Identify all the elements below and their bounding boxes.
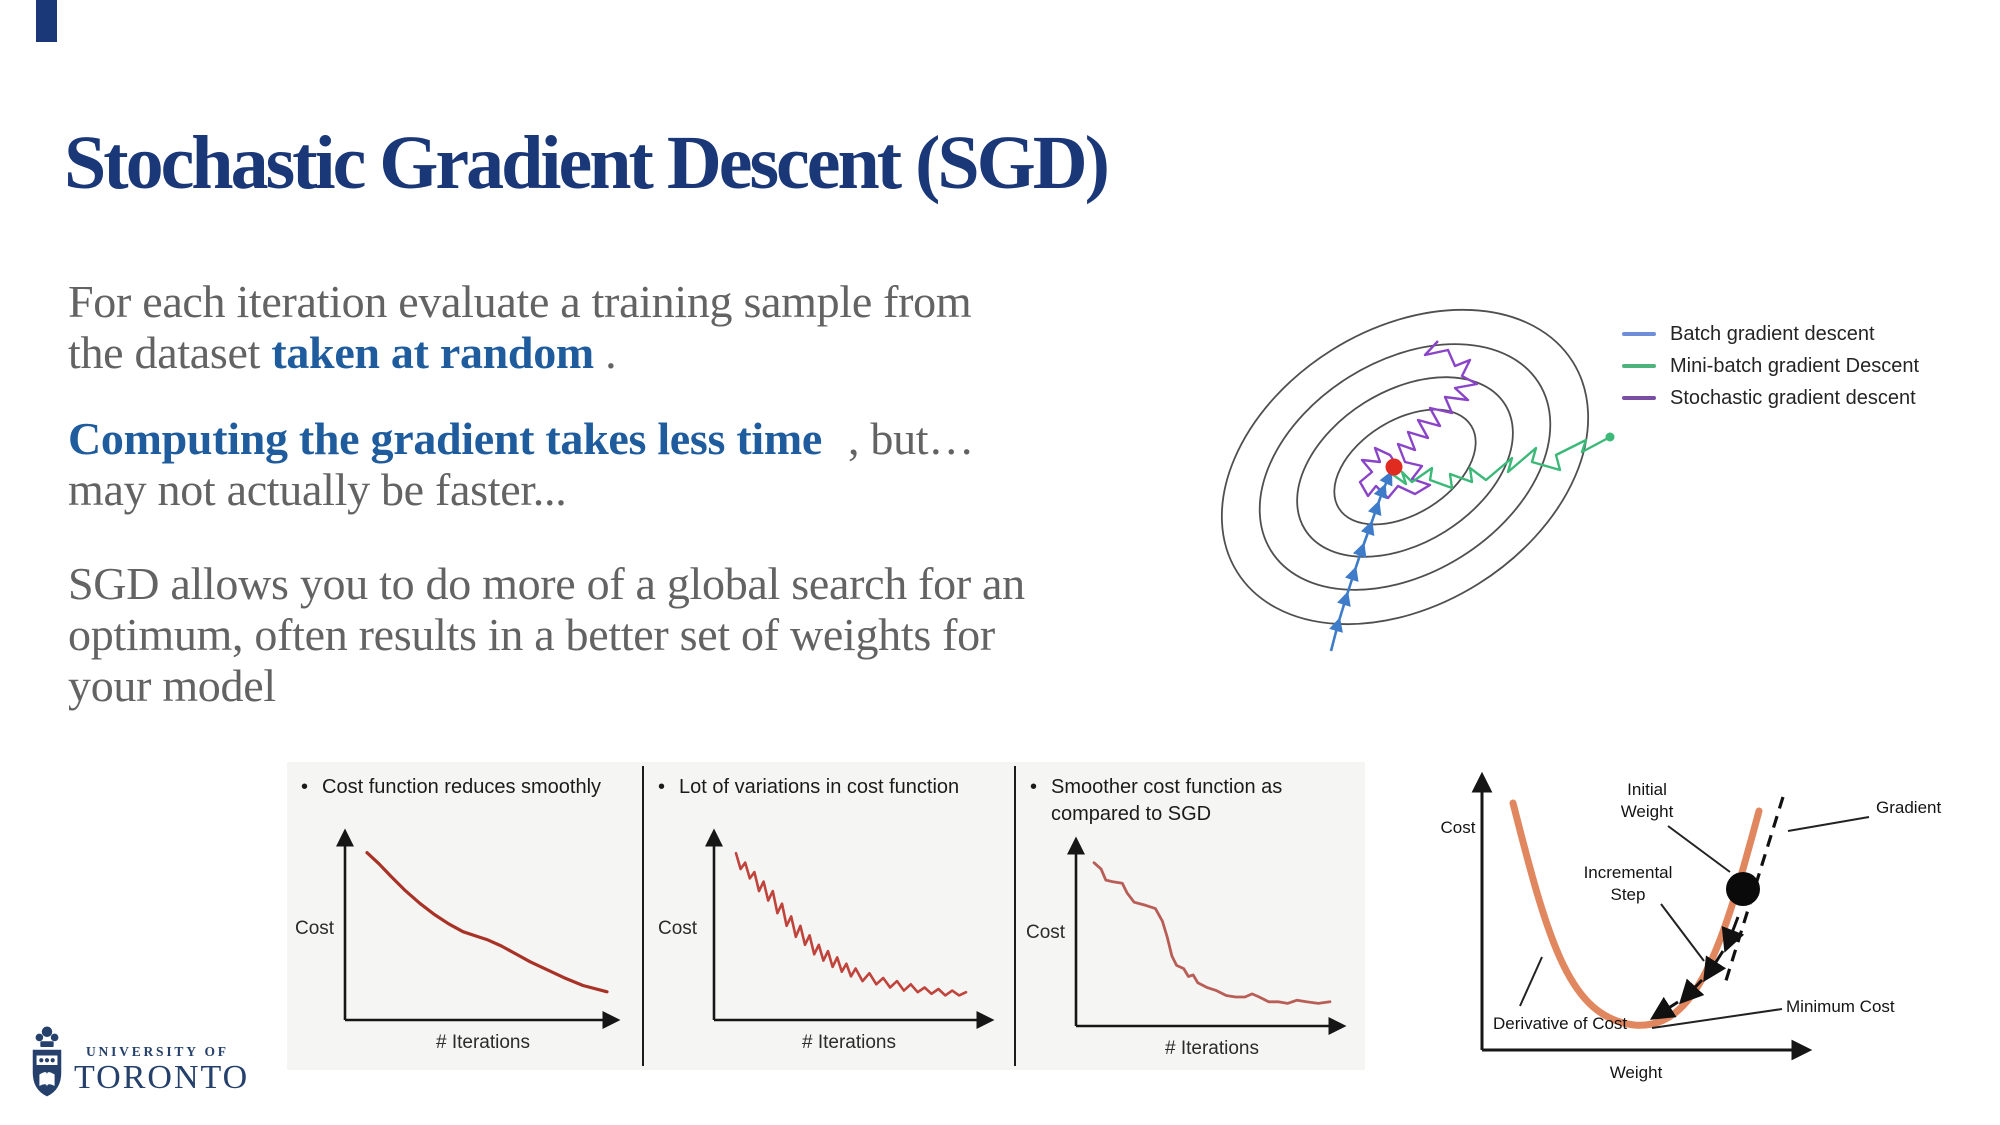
body-text: .	[593, 327, 617, 378]
minimum-cost-label: Minimum Cost	[1786, 997, 1895, 1016]
legend-label: Mini-batch gradient Descent	[1670, 354, 1920, 377]
logo-line-toronto: TORONTO	[74, 1059, 250, 1096]
body-text: the dataset	[68, 327, 272, 378]
panel-sgd: Cost # Iterations • Lot of variations in…	[644, 762, 1014, 1070]
initial-weight-label: Weight	[1621, 802, 1674, 821]
paragraph-1-line-1: For each iteration evaluate a training s…	[68, 276, 1208, 327]
weight-axis-label: Weight	[1610, 1063, 1663, 1082]
gradient-label: Gradient	[1876, 798, 1941, 817]
derivative-of-cost-label: Derivative of Cost	[1493, 1014, 1627, 1033]
incremental-step-arrows	[1649, 916, 1745, 1020]
noisy-cost-curve	[734, 851, 968, 997]
x-axis-label: # Iterations	[802, 1032, 896, 1053]
university-logo: UNIVERSITY OF TORONTO	[74, 1044, 249, 1096]
paragraph-3-line-1: SGD allows you to do more of a global se…	[68, 558, 1208, 609]
initial-weight-label: Initial	[1627, 780, 1667, 799]
body-text: For each iteration evaluate a training s…	[68, 276, 972, 327]
panel-minibatch-gd: Cost # Iterations • Smoother cost functi…	[1016, 762, 1365, 1070]
university-crest-icon	[32, 1026, 62, 1097]
cost-vs-iterations-chart-batch: Cost # Iterations	[295, 828, 621, 1053]
body-text: may not actually be faster...	[68, 464, 567, 515]
cost-curve	[1509, 799, 1763, 1029]
panel-bullet: • Lot of variations in cost function	[658, 774, 959, 801]
incremental-step-label: Incremental	[1584, 863, 1673, 882]
paragraph-1-line-2: the dataset taken at random .	[68, 327, 1208, 378]
trajectory-legend: Batch gradient descent Mini-batch gradien…	[1622, 318, 1919, 414]
logo-line-university-of: UNIVERSITY OF	[86, 1044, 229, 1059]
minibatch-start-point	[1605, 432, 1615, 442]
body-text: SGD allows you to do more of a global se…	[68, 558, 1025, 609]
body-text: your model	[68, 660, 276, 711]
slide-title: Stochastic Gradient Descent (SGD)	[64, 120, 1110, 205]
initial-weight-ball	[1726, 872, 1760, 906]
bullet-dot-icon: •	[1030, 776, 1038, 798]
bullet-text: Cost function reduces smoothly	[322, 776, 602, 798]
paragraph-3-line-2: optimum, often results in a better set o…	[68, 609, 1208, 660]
minibatch-gd-path	[1390, 435, 1611, 490]
minimum-point	[1385, 458, 1403, 476]
paragraph-2: Computing the gradient takes less time , …	[68, 413, 1208, 515]
cost-vs-iterations-chart-minibatch: Cost # Iterations	[1026, 836, 1347, 1059]
legend-swatch-icon	[1622, 396, 1656, 400]
panel-bullet: • Smoother cost function as compared to …	[1030, 774, 1282, 828]
highlight-computing-gradient: Computing the gradient takes less time	[68, 413, 822, 464]
body-text: optimum, often results in a better set o…	[68, 609, 995, 660]
cost-axis-label: Cost	[1441, 818, 1476, 837]
legend-label: Batch gradient descent	[1670, 322, 1875, 345]
gradient-descent-weight-diagram: Cost Weight Initial Weight Gradient Incr…	[1441, 771, 1941, 1082]
body-text: , but…	[847, 413, 974, 464]
panel-divider-2	[1014, 766, 1016, 1066]
gradient-tangent-line	[1722, 796, 1785, 988]
x-axis-label: # Iterations	[1165, 1038, 1259, 1059]
bullet-dot-icon: •	[658, 776, 666, 798]
paragraph-3-line-3: your model	[68, 660, 1208, 711]
panel-batch-gd: Cost # Iterations • Cost function reduce…	[287, 762, 642, 1070]
bullet-dot-icon: •	[301, 776, 309, 798]
incremental-step-label: Step	[1611, 885, 1646, 904]
panel-bullet: • Cost function reduces smoothly	[301, 774, 601, 801]
paragraph-3: SGD allows you to do more of a global se…	[68, 558, 1208, 711]
legend-item: Batch gradient descent	[1622, 318, 1919, 350]
panel-divider-1	[642, 766, 644, 1066]
highlight-taken-at-random: taken at random	[271, 327, 594, 378]
paragraph-2-line-1: Computing the gradient takes less time , …	[68, 413, 1208, 464]
stochastic-gd-path	[1358, 340, 1479, 500]
y-axis-label: Cost	[658, 918, 698, 939]
bullet-text: compared to SGD	[1051, 803, 1212, 825]
smooth-cost-curve	[365, 851, 609, 994]
gradient-descent-trajectories-figure	[1220, 308, 1615, 652]
annotation-pointer-lines	[1519, 816, 1870, 1029]
legend-label: Stochastic gradient descent	[1670, 386, 1916, 409]
bullet-text: Smoother cost function as	[1051, 776, 1283, 798]
batch-gd-path	[1329, 468, 1395, 652]
y-axis-label: Cost	[1026, 922, 1066, 943]
cost-charts-strip	[287, 762, 1365, 1070]
paragraph-1: For each iteration evaluate a training s…	[68, 276, 1208, 378]
bullet-text: Lot of variations in cost function	[679, 776, 960, 798]
contour-ellipses	[1220, 308, 1590, 626]
legend-swatch-icon	[1622, 364, 1656, 368]
corner-accent-bar	[36, 0, 57, 42]
legend-item: Stochastic gradient descent	[1622, 382, 1919, 414]
x-axis-label: # Iterations	[436, 1032, 530, 1053]
legend-item: Mini-batch gradient Descent	[1622, 350, 1919, 382]
y-axis-label: Cost	[295, 918, 335, 939]
paragraph-2-line-2: may not actually be faster...	[68, 464, 1208, 515]
stepped-cost-curve	[1092, 861, 1332, 1005]
cost-vs-iterations-chart-sgd: Cost # Iterations	[658, 828, 995, 1053]
legend-swatch-icon	[1622, 332, 1656, 336]
